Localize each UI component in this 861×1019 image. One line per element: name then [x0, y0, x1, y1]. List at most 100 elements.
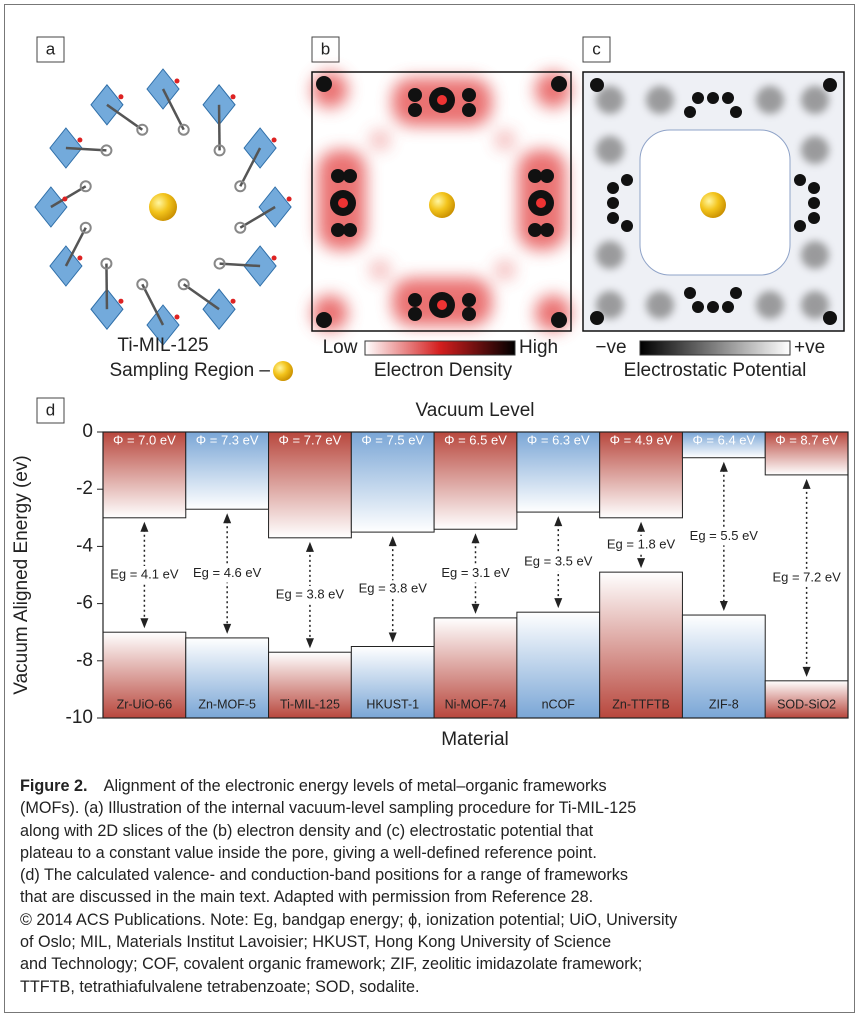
- caption-line: and Technology; COF, covalent organic fr…: [20, 953, 850, 975]
- caption-text: plateau to a constant value inside the p…: [20, 844, 597, 862]
- y-tick-label: -2: [76, 478, 93, 499]
- colorbar-min-label: −ve: [595, 337, 626, 358]
- sampling-sphere-icon: [273, 361, 293, 381]
- arrow-head: [389, 536, 397, 546]
- bandgap-label: Eg = 7.2 eV: [772, 569, 841, 584]
- structure-name: Ti-MIL-125: [117, 335, 208, 356]
- arrow-head: [223, 513, 231, 523]
- arrow-head: [472, 604, 480, 614]
- oxygen-atom: [77, 256, 82, 261]
- panel-label: a: [46, 39, 56, 58]
- caption-line: TTFTB, tetrathiafulvalene tetrabenzoate;…: [20, 976, 850, 998]
- caption-line: © 2014 ACS Publications. Note: Eg, bandg…: [20, 909, 850, 931]
- ionization-label: Φ = 6.5 eV: [444, 432, 507, 447]
- oxygen-atom: [231, 299, 236, 304]
- caption-text: along with 2D slices of the (b) electron…: [20, 822, 593, 840]
- figure: a b c Ti-MIL-125 Sampling Region – Low H…: [0, 0, 861, 770]
- colorbar-max-label: +ve: [794, 337, 825, 358]
- bandgap-label: Eg = 4.6 eV: [193, 565, 262, 580]
- colorbar: [640, 341, 790, 355]
- caption-line: of Oslo; MIL, Materials Institut Lavoisi…: [20, 931, 850, 953]
- category-label: SOD-SiO2: [777, 697, 836, 711]
- electrostatic-potential-map: [583, 72, 844, 331]
- category-label: Ni-MOF-74: [445, 697, 507, 711]
- caption-text: (d) The calculated valence- and conducti…: [20, 866, 628, 884]
- arrow-head: [554, 516, 562, 526]
- caption-line: (d) The calculated valence- and conducti…: [20, 864, 850, 886]
- arrow-head: [472, 533, 480, 543]
- category-label: ZIF-8: [709, 697, 739, 711]
- arrow-head: [140, 618, 148, 628]
- conduction-band-bar: [269, 432, 352, 538]
- bandgap-label: Eg = 3.5 eV: [524, 554, 593, 569]
- arrow-head: [637, 522, 645, 532]
- ionization-label: Φ = 6.4 eV: [692, 432, 755, 447]
- mof-structure: [35, 69, 292, 345]
- panel-label: b: [321, 39, 330, 58]
- caption-line: Figure 2. Alignment of the electronic en…: [20, 775, 850, 797]
- oxygen-atom: [62, 197, 67, 202]
- arrow-head: [223, 624, 231, 634]
- page: a b c Ti-MIL-125 Sampling Region – Low H…: [0, 0, 861, 1019]
- arrow-head: [554, 598, 562, 608]
- arrow-head: [720, 601, 728, 611]
- ionization-label: Φ = 7.7 eV: [279, 432, 342, 447]
- caption-text: and Technology; COF, covalent organic fr…: [20, 955, 642, 973]
- arrow-head: [389, 633, 397, 643]
- linker-bond: [106, 264, 107, 310]
- caption-line: (MOFs). (a) Illustration of the internal…: [20, 797, 850, 819]
- y-tick-label: -6: [76, 593, 93, 614]
- oxygen-atom: [272, 138, 277, 143]
- category-label: Zn-MOF-5: [198, 697, 256, 711]
- oxygen-atom: [287, 197, 292, 202]
- panel-label: d: [46, 400, 55, 419]
- ionization-label: Φ = 7.3 eV: [196, 432, 259, 447]
- sampling-sphere: [149, 193, 177, 221]
- caption-text: Alignment of the electronic energy level…: [104, 777, 607, 795]
- caption-text: © 2014 ACS Publications. Note: Eg, bandg…: [20, 911, 677, 929]
- y-tick-label: -10: [66, 707, 93, 728]
- bandgap-label: Eg = 5.5 eV: [690, 528, 759, 543]
- caption-text: TTFTB, tetrathiafulvalene tetrabenzoate;…: [20, 978, 420, 996]
- category-label: Ti-MIL-125: [280, 697, 340, 711]
- colorbar: [365, 341, 515, 355]
- oxygen-atom: [175, 79, 180, 84]
- colorbar-min-label: Low: [323, 337, 358, 358]
- ionization-label: Φ = 4.9 eV: [610, 432, 673, 447]
- arrow-head: [306, 638, 314, 648]
- oxygen-atom: [175, 315, 180, 320]
- oxygen-atom: [272, 256, 277, 261]
- y-tick-label: -8: [76, 650, 93, 671]
- caption-line: that are discussed in the main text. Ada…: [20, 886, 850, 908]
- oxygen-atom: [118, 94, 123, 99]
- bandgap-label: Eg = 1.8 eV: [607, 536, 676, 551]
- ionization-label: Φ = 7.0 eV: [113, 432, 176, 447]
- y-tick-label: -4: [76, 535, 93, 556]
- category-label: Zr-UiO-66: [117, 697, 173, 711]
- x-axis-title: Material: [441, 729, 509, 750]
- arrow-head: [803, 479, 811, 489]
- caption-line: along with 2D slices of the (b) electron…: [20, 820, 850, 842]
- caption-text: (MOFs). (a) Illustration of the internal…: [20, 799, 636, 817]
- colorbar-title: Electrostatic Potential: [624, 360, 807, 381]
- category-label: HKUST-1: [366, 697, 419, 711]
- oxygen-atom: [231, 94, 236, 99]
- category-label: nCOF: [542, 697, 576, 711]
- bandgap-label: Eg = 3.8 eV: [359, 581, 428, 596]
- oxygen-atom: [118, 299, 123, 304]
- panel-label: c: [592, 39, 601, 58]
- colorbar-title: Electron Density: [374, 360, 513, 381]
- caption-label: Figure 2.: [20, 777, 87, 795]
- caption-text: of Oslo; MIL, Materials Institut Lavoisi…: [20, 933, 611, 951]
- bandgap-label: Eg = 3.1 eV: [441, 565, 510, 580]
- electron-density-map: [312, 72, 571, 331]
- valence-band-bar: [600, 572, 683, 718]
- arrow-head: [140, 522, 148, 532]
- linker-bond: [219, 105, 220, 151]
- colorbar-max-label: High: [519, 337, 558, 358]
- category-label: Zn-TTFTB: [612, 697, 670, 711]
- arrow-head: [306, 542, 314, 552]
- chart-title: Vacuum Level: [416, 400, 535, 421]
- ionization-label: Φ = 8.7 eV: [775, 432, 838, 447]
- y-axis-title: Vacuum Aligned Energy (ev): [11, 455, 32, 694]
